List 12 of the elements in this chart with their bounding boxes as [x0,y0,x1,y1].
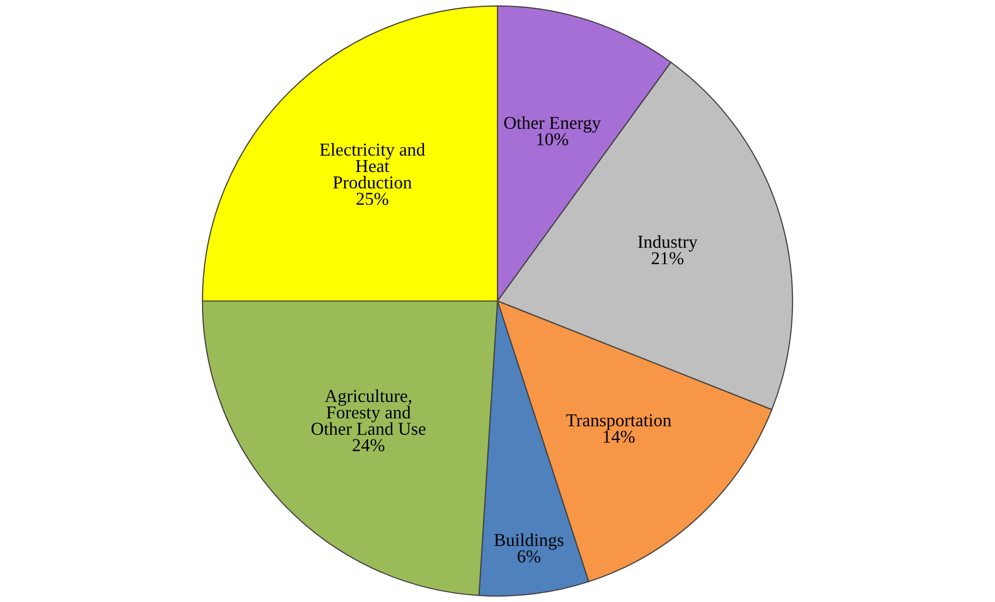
data-label: 6% [518,550,540,563]
slice-label: Transportation [566,414,672,430]
data-label: 21% [652,252,684,264]
slice-label: Electricity and Heat Production [320,143,425,189]
slice-label: Buildings [494,533,564,550]
data-label: 14% [604,430,635,443]
slice-label: Other Energy [504,116,601,133]
data-label: 10% [537,133,568,146]
data-label: 25% [356,192,388,205]
data-label: 24% [352,439,384,452]
slice-label: Agriculture, Foresty and Other Land Use [312,389,426,435]
slice-label: Industry [638,235,698,252]
